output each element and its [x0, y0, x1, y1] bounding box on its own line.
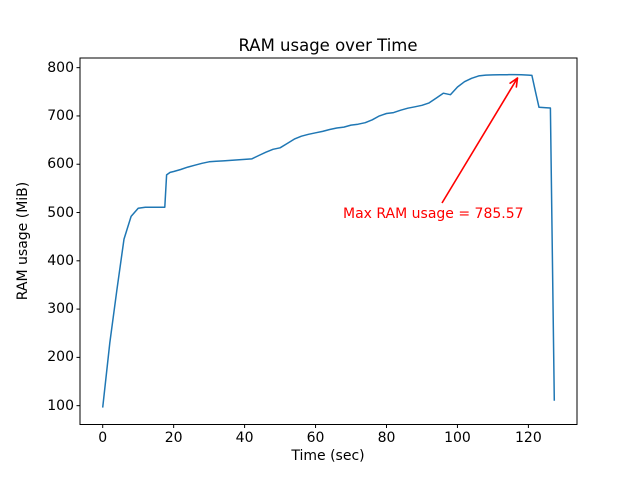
- axis-ticks: [76, 67, 529, 428]
- x-tick-label: 80: [377, 430, 396, 446]
- plot-border: [79, 57, 578, 425]
- y-tick-label: 100: [47, 397, 74, 414]
- x-axis-label: Time (sec): [291, 448, 365, 464]
- y-tick-label: 200: [47, 349, 74, 366]
- y-tick-label: 300: [47, 301, 74, 318]
- x-tick-label: 60: [306, 430, 325, 446]
- chart-title: RAM usage over Time: [238, 36, 418, 55]
- y-tick-label: 400: [47, 252, 74, 269]
- y-tick-label: 600: [47, 156, 74, 173]
- x-tick-label: 20: [164, 430, 183, 446]
- ram-usage-line: [101, 73, 556, 408]
- y-tick-label: 700: [47, 107, 74, 124]
- y-tick-label: 500: [47, 204, 74, 221]
- y-tick-label: 800: [47, 59, 74, 76]
- x-tick-label: 40: [235, 430, 254, 446]
- x-tick-label: 100: [444, 430, 471, 446]
- x-tick-label: 0: [98, 430, 108, 446]
- x-tick-label: 120: [515, 430, 542, 446]
- y-axis-label: RAM usage (MiB): [15, 181, 31, 301]
- max-annotation-text: Max RAM usage = 785.57: [343, 206, 524, 222]
- max-annotation-arrow: [441, 77, 519, 204]
